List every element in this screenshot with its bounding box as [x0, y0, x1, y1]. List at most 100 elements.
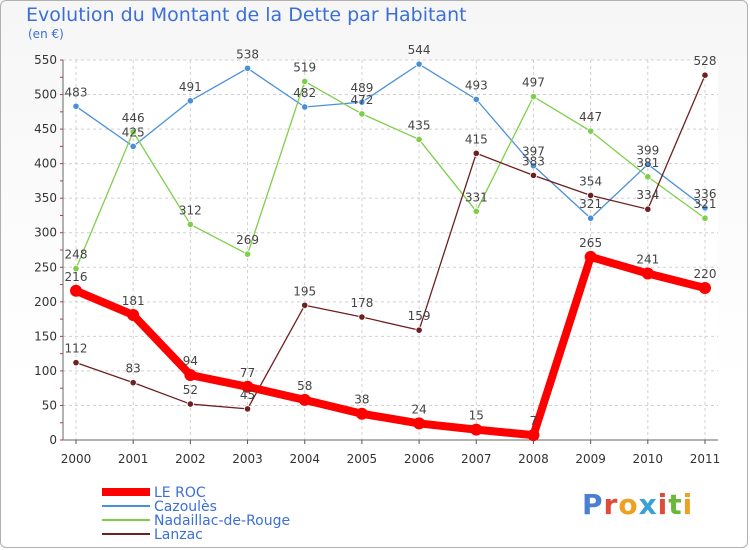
data-point	[358, 110, 366, 118]
data-label: 248	[65, 248, 88, 262]
data-point	[355, 407, 368, 420]
data-point	[301, 77, 309, 86]
x-tick-label: 2002	[175, 452, 206, 466]
data-point	[413, 417, 426, 430]
data-point	[472, 95, 480, 103]
data-point	[587, 127, 595, 135]
y-tick-label: 350	[34, 191, 57, 205]
data-point	[529, 93, 538, 101]
y-tick-label: 100	[34, 364, 57, 378]
logo-letter: i	[682, 488, 694, 521]
data-point	[358, 313, 366, 321]
data-point	[243, 64, 252, 72]
data-label: 334	[636, 188, 659, 202]
series-line-le-roc	[72, 252, 709, 440]
data-label: 399	[636, 143, 659, 157]
unit-label: (en €)	[28, 27, 64, 41]
data-label: 435	[408, 118, 431, 132]
data-point	[641, 267, 654, 280]
data-label: 77	[240, 366, 255, 380]
data-label: 354	[579, 174, 602, 188]
data-label: 241	[636, 252, 659, 266]
data-label: 321	[579, 197, 602, 211]
data-label: 381	[636, 156, 659, 170]
logo-letter: o	[618, 488, 639, 521]
data-point	[527, 429, 540, 442]
data-label: 336	[694, 187, 717, 201]
data-point	[701, 214, 709, 222]
data-label: 493	[465, 78, 488, 92]
data-point	[358, 98, 366, 106]
data-point	[529, 171, 538, 179]
y-tick-label: 400	[34, 157, 57, 171]
data-label: 195	[293, 284, 316, 298]
data-point	[72, 102, 80, 110]
data-label: 7	[530, 414, 538, 428]
data-label: 15	[469, 409, 484, 423]
data-point	[243, 405, 252, 413]
data-point	[184, 369, 197, 382]
series-line-cazoul-s	[75, 63, 706, 219]
data-point	[644, 160, 652, 168]
data-point	[644, 205, 652, 213]
data-point	[644, 173, 652, 181]
legend-label: Lanzac	[154, 527, 203, 543]
data-label: 58	[297, 379, 312, 393]
data-label: 383	[522, 154, 545, 168]
x-tick-label: 2006	[404, 452, 435, 466]
data-point	[72, 265, 80, 273]
data-label: 447	[579, 110, 602, 124]
data-label: 312	[179, 203, 202, 217]
data-label: 519	[293, 60, 316, 74]
data-label: 178	[350, 296, 373, 310]
x-tick-label: 2005	[347, 452, 378, 466]
data-point	[301, 301, 309, 309]
plot-area	[63, 60, 718, 440]
data-point	[127, 308, 140, 321]
data-point	[584, 250, 597, 263]
data-label: 52	[183, 383, 198, 397]
data-point	[241, 380, 254, 393]
y-tick-label: 50	[42, 398, 57, 412]
x-tick-label: 2008	[518, 452, 549, 466]
data-label: 269	[236, 233, 259, 247]
series-line-nadaillac-de-rouge	[75, 80, 706, 270]
data-label: 321	[694, 197, 717, 211]
data-point	[129, 128, 137, 136]
data-label: 83	[126, 362, 141, 376]
x-tick-label: 2000	[61, 452, 92, 466]
data-label: 24	[411, 402, 426, 416]
logo-letter: x	[638, 488, 658, 521]
x-tick-label: 2011	[690, 452, 721, 466]
data-point	[587, 214, 595, 222]
data-point	[701, 71, 709, 79]
data-point	[186, 220, 194, 229]
data-point	[472, 149, 480, 157]
y-tick-label: 200	[34, 295, 57, 309]
data-point	[470, 423, 483, 436]
x-tick-label: 2007	[461, 452, 492, 466]
data-label: 483	[65, 85, 88, 99]
data-label: 397	[522, 145, 545, 159]
x-tick-label: 2004	[289, 452, 320, 466]
data-label: 45	[240, 388, 255, 402]
legend-label: LE ROC	[154, 485, 206, 501]
data-label: 491	[179, 80, 202, 94]
data-point	[186, 97, 194, 105]
logo-letter: r	[603, 488, 619, 521]
data-point	[129, 379, 137, 387]
data-point	[70, 284, 82, 297]
data-label: 38	[354, 393, 369, 407]
data-label: 94	[183, 354, 198, 368]
logo-letter: i	[657, 488, 669, 521]
data-label: 159	[408, 309, 431, 323]
data-point	[415, 326, 423, 334]
y-tick-label: 500	[34, 88, 57, 102]
data-label: 216	[65, 270, 88, 284]
data-label: 489	[350, 81, 373, 95]
data-point	[587, 191, 595, 200]
data-label: 220	[694, 267, 717, 281]
chart-title: Evolution du Montant de la Dette par Hab…	[26, 4, 467, 26]
legend-label: Nadaillac-de-Rouge	[154, 513, 290, 529]
